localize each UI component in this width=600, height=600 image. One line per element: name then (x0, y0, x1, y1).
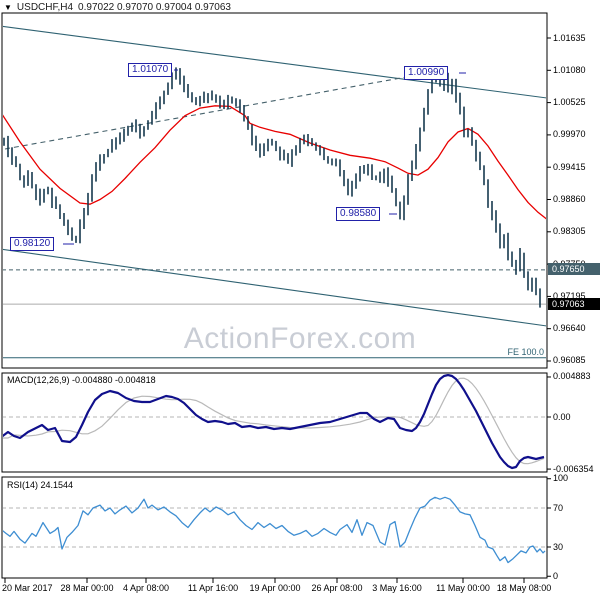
fibonacci-extension-label: FE 100.0 (507, 347, 544, 357)
x-axis-label: 11 May 00:00 (436, 583, 490, 593)
price-annotation-box: 1.01070 (128, 63, 173, 77)
x-axis-label: 26 Apr 08:00 (311, 583, 363, 593)
y-axis-label: 1.01635 (553, 32, 586, 43)
x-axis-label: 3 May 16:00 (372, 583, 422, 593)
symbol-timeframe-label: USDCHF,H4 (16, 2, 74, 13)
y-axis-label: 0.97195 (553, 290, 586, 301)
macd-axis-label: -0.006354 (553, 463, 594, 474)
x-axis-label: 19 Apr 00:00 (249, 583, 301, 593)
y-axis-label: 1.00525 (553, 97, 586, 108)
y-axis-label: 0.99970 (553, 129, 586, 140)
price-annotation-box: 0.98580 (336, 207, 381, 221)
y-axis-label: 0.99415 (553, 161, 586, 172)
y-axis-label: 0.96640 (553, 323, 586, 334)
key-level-flag: 0.97650 (548, 263, 600, 276)
y-axis-label: 0.98305 (553, 226, 586, 237)
rsi-axis-label: 30 (553, 541, 564, 552)
ohlc-values: 0.97022 0.97070 0.97004 0.97063 (78, 2, 231, 13)
price-annotation-box: 1.00990 (404, 66, 449, 80)
y-axis-label: 0.96085 (553, 355, 586, 366)
symbol-dropdown-icon[interactable]: ▼ (4, 2, 12, 12)
x-axis-label: 18 May 08:00 (496, 583, 552, 593)
x-axis-label: 11 Apr 16:00 (187, 583, 239, 593)
macd-axis-label: 0.004883 (553, 371, 591, 382)
rsi-axis-label: 100 (553, 473, 569, 484)
x-axis-label: 20 Mar 2017 (2, 583, 53, 593)
rsi-indicator-label: RSI(14) 24.1544 (7, 480, 74, 490)
watermark: ActionForex.com (183, 322, 417, 355)
y-axis-label: 0.98860 (553, 193, 586, 204)
current-price-flag: 0.97063 (548, 297, 600, 310)
y-axis-label: 1.01080 (553, 64, 586, 75)
x-axis-label: 4 Apr 08:00 (122, 583, 170, 593)
chart-title-bar: ▼ USDCHF,H4 0.97022 0.97070 0.97004 0.97… (4, 2, 231, 13)
rsi-axis-label: 0 (553, 570, 559, 581)
x-axis-label: 28 Mar 00:00 (60, 583, 114, 593)
macd-indicator-label: MACD(12,26,9) -0.004880 -0.004818 (7, 375, 156, 385)
price-annotation-box: 0.98120 (10, 237, 55, 251)
macd-axis-label: 0.00 (553, 411, 571, 422)
rsi-axis-label: 70 (553, 502, 564, 513)
